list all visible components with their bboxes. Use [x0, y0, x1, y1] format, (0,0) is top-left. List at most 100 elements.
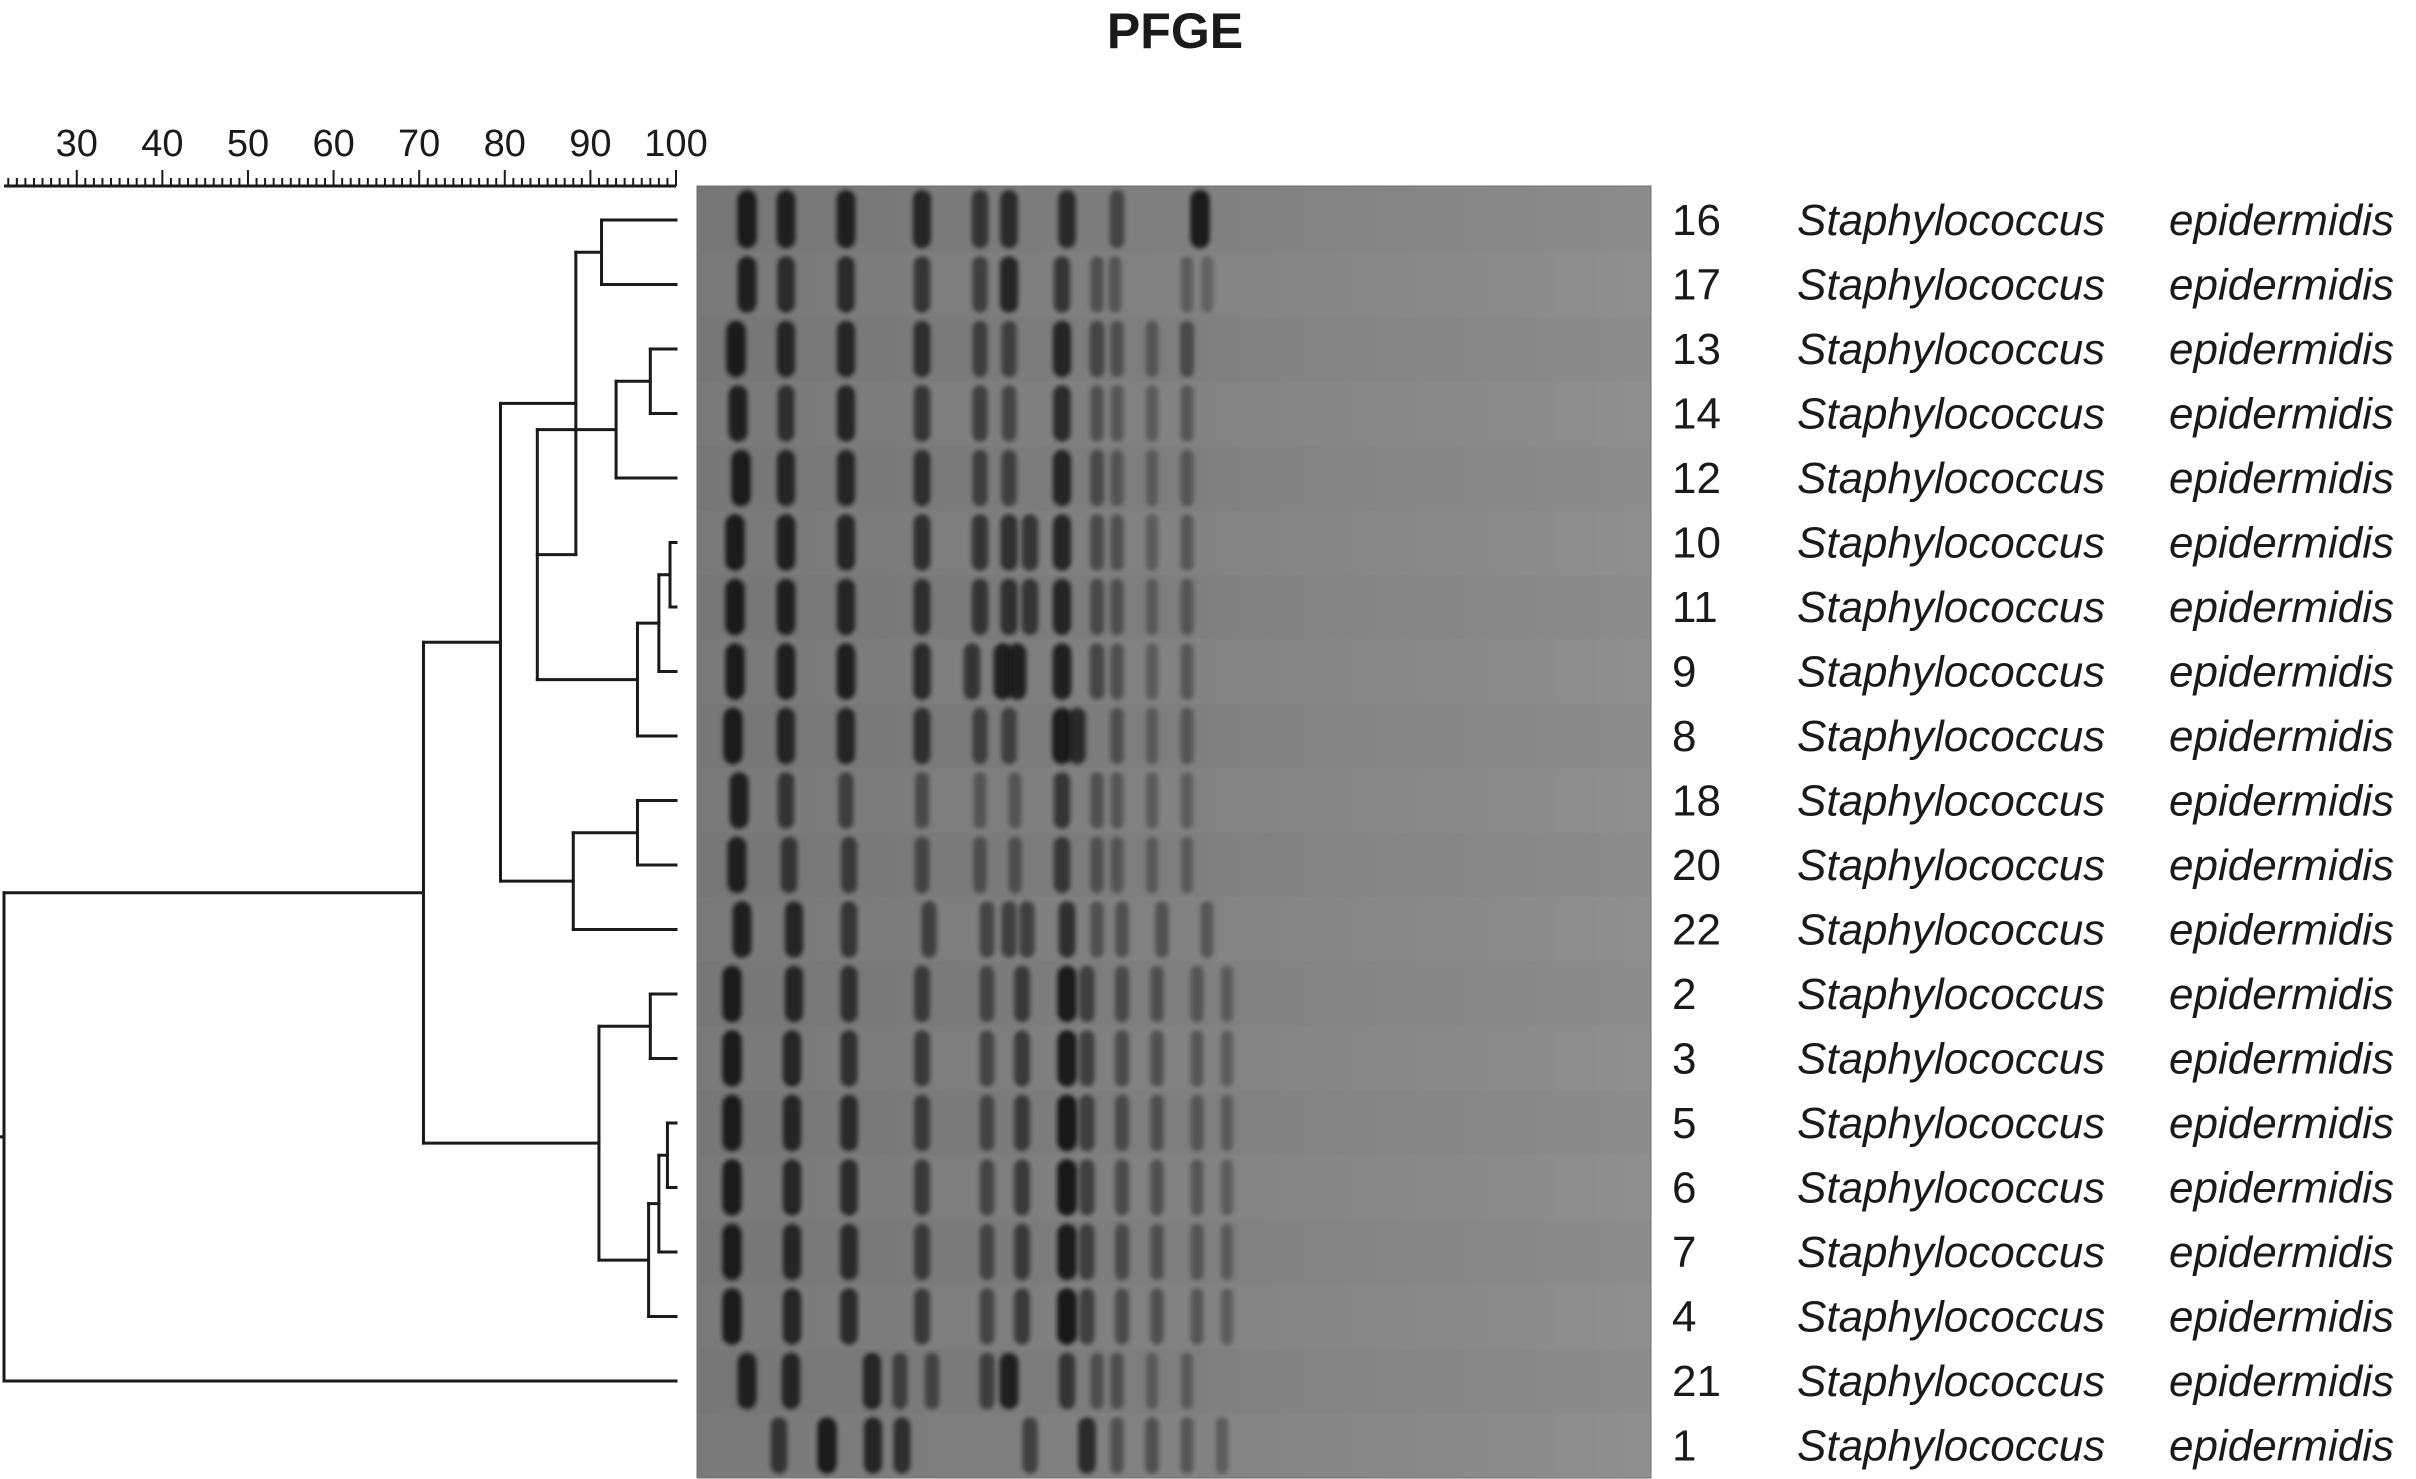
gel-band [972, 707, 988, 765]
isolate-genus: Staphylococcus [1797, 648, 2105, 697]
gel-band [1200, 901, 1214, 958]
gel-band [1057, 1288, 1077, 1345]
gel-lane [697, 768, 1651, 833]
gel-band [1110, 578, 1124, 636]
scale-tick-label: 90 [569, 123, 611, 165]
gel-band [1150, 965, 1164, 1023]
gel-band [817, 1417, 837, 1474]
gel-band [972, 385, 988, 442]
isolate-row: 12 Staphylococcus epidermidis [1672, 454, 2394, 503]
gel-band [837, 256, 855, 313]
gel-lane [697, 1348, 1651, 1414]
gel-band [1180, 1352, 1194, 1410]
gel-lane [697, 639, 1651, 704]
gel-band [979, 1352, 995, 1410]
gel-lane-background [697, 961, 1651, 1027]
gel-band [1180, 772, 1194, 829]
dendrogram [0, 218, 678, 1383]
gel-lane [697, 961, 1651, 1027]
gel-band [1145, 707, 1159, 765]
isolate-genus: Staphylococcus [1797, 777, 2105, 826]
gel-band [1180, 1417, 1194, 1474]
isolate-id: 10 [1672, 519, 1721, 568]
gel-band [840, 1288, 858, 1345]
pfge-gel-image [696, 185, 1652, 1479]
gel-band [1058, 1352, 1076, 1410]
gel-band [1115, 901, 1129, 958]
gel-band [777, 385, 795, 442]
gel-lane-background [697, 1090, 1651, 1156]
gel-band [973, 836, 987, 894]
gel-band [1090, 449, 1104, 507]
gel-band [732, 901, 752, 958]
gel-band [1215, 1417, 1229, 1474]
gel-band [963, 643, 981, 700]
gel-band [1014, 1094, 1030, 1152]
gel-band [722, 1223, 742, 1281]
gel-band [1008, 836, 1022, 894]
gel-lane-background [697, 768, 1651, 833]
isolate-species: epidermidis [2169, 1035, 2394, 1084]
gel-lane [697, 1090, 1651, 1156]
isolate-id: 9 [1672, 648, 1696, 697]
gel-band [770, 1417, 788, 1474]
isolate-genus: Staphylococcus [1797, 583, 2105, 632]
gel-lane-background [697, 703, 1651, 769]
isolate-row: 21 Staphylococcus epidermidis [1672, 1357, 2394, 1406]
isolate-id: 1 [1672, 1422, 1696, 1471]
gel-band [1021, 514, 1039, 571]
gel-lane-background [697, 381, 1651, 446]
gel-band [836, 643, 856, 700]
gel-band [1180, 643, 1194, 700]
gel-band [1090, 256, 1104, 313]
isolate-id: 22 [1672, 906, 1721, 955]
isolate-row: 11 Staphylococcus epidermidis [1672, 583, 2394, 632]
gel-band [722, 1030, 742, 1087]
gel-band [1190, 1288, 1204, 1345]
gel-band [728, 385, 748, 442]
gel-band [737, 190, 757, 249]
gel-band [776, 578, 796, 636]
isolate-row: 2 Staphylococcus epidermidis [1672, 970, 2394, 1019]
gel-band [913, 514, 931, 571]
gel-lane-background [697, 510, 1651, 575]
isolate-id: 7 [1672, 1228, 1696, 1277]
isolate-species: epidermidis [2169, 519, 2394, 568]
gel-band [1090, 901, 1104, 958]
gel-band [979, 1094, 995, 1152]
gel-band [1001, 385, 1017, 442]
gel-band [972, 320, 988, 378]
gel-band [840, 965, 858, 1023]
gel-band [914, 1030, 930, 1087]
gel-band [841, 836, 857, 894]
isolate-id: 21 [1672, 1357, 1721, 1406]
gel-band [1110, 772, 1124, 829]
isolate-row: 20 Staphylococcus epidermidis [1672, 841, 2394, 890]
gel-band [1220, 965, 1234, 1023]
gel-band [1150, 1030, 1164, 1087]
gel-band [912, 190, 932, 249]
gel-band [777, 772, 795, 829]
isolate-genus: Staphylococcus [1797, 196, 2105, 245]
isolate-species: epidermidis [2169, 712, 2394, 761]
gel-band [1079, 1223, 1095, 1281]
gel-band [725, 514, 745, 571]
gel-band [1150, 1288, 1164, 1345]
gel-band [1145, 772, 1159, 829]
gel-band [836, 514, 856, 571]
isolate-id: 12 [1672, 454, 1721, 503]
gel-band [1052, 514, 1072, 571]
gel-band [1190, 190, 1210, 249]
isolate-id: 13 [1672, 325, 1721, 374]
gel-band [1014, 1159, 1030, 1216]
gel-band [780, 836, 798, 894]
gel-band [1190, 1159, 1204, 1216]
isolate-genus: Staphylococcus [1797, 519, 2105, 568]
isolate-genus: Staphylococcus [1797, 390, 2105, 439]
gel-band [1090, 385, 1104, 442]
gel-band [782, 1159, 802, 1216]
gel-band [1220, 1030, 1234, 1087]
gel-band [1052, 320, 1072, 378]
